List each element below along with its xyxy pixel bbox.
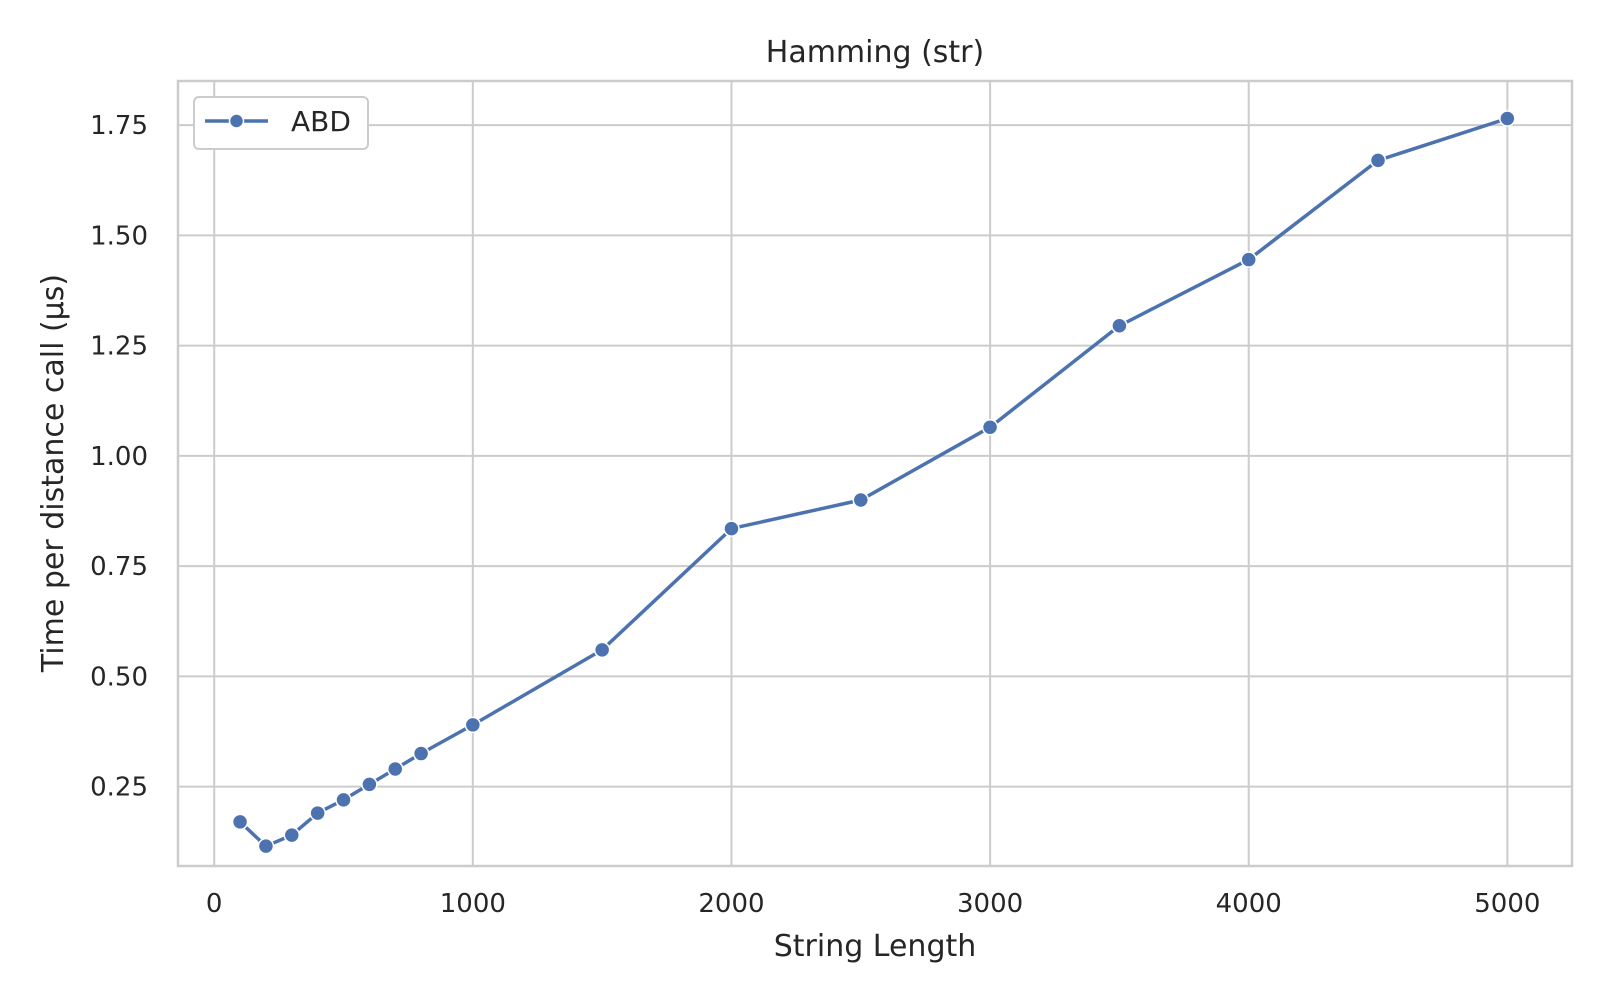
y-tick-label: 1.75 [90, 111, 148, 141]
x-tick-labels: 0 1000 2000 3000 4000 5000 [206, 889, 1540, 919]
data-point [723, 520, 740, 537]
x-tick-label: 3000 [957, 889, 1023, 919]
data-point [981, 418, 999, 436]
data-point [309, 804, 326, 822]
data-point [593, 641, 611, 659]
data-point [361, 776, 378, 793]
legend-box [193, 96, 369, 150]
data-point [1240, 251, 1257, 268]
data-point [852, 491, 870, 509]
data-point [1499, 110, 1516, 127]
x-grid [213, 81, 1509, 866]
y-tick-label: 1.25 [90, 332, 148, 362]
plot-background [178, 81, 1572, 866]
data-point [257, 837, 275, 855]
data-point [231, 813, 249, 831]
data-point [464, 716, 482, 734]
axes-frame [176, 79, 1574, 868]
data-point [1111, 317, 1128, 335]
data-point [283, 826, 301, 844]
data-point [412, 745, 430, 762]
y-tick-label: 0.50 [90, 662, 148, 692]
y-tick-label: 1.50 [90, 221, 148, 251]
y-tick-label: 0.25 [90, 773, 148, 803]
y-grid [178, 124, 1572, 788]
legend-label-abd: ABD [291, 105, 351, 138]
x-tick-label: 5000 [1474, 889, 1540, 919]
legend-marker-icon [228, 113, 245, 129]
x-axis-label: String Length [774, 929, 977, 964]
x-tick-label: 2000 [698, 889, 764, 919]
legend: ABD [193, 96, 369, 150]
y-tick-labels: 0.25 0.50 0.75 1.00 1.25 1.50 1.75 [90, 111, 148, 803]
data-point [386, 760, 404, 778]
series-layer [231, 110, 1516, 855]
x-tick-label: 1000 [440, 889, 506, 919]
y-tick-label: 1.00 [90, 442, 148, 472]
y-axis-label: Time per distance call (μs) [36, 274, 71, 673]
data-point [1369, 152, 1387, 169]
y-tick-label: 0.75 [90, 552, 148, 582]
x-tick-label: 4000 [1216, 889, 1282, 919]
data-point [335, 791, 352, 809]
x-tick-label: 0 [206, 889, 223, 919]
chart-title: Hamming (str) [766, 35, 984, 70]
